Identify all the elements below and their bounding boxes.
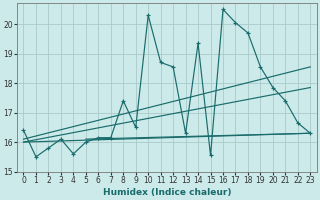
X-axis label: Humidex (Indice chaleur): Humidex (Indice chaleur) — [103, 188, 231, 197]
